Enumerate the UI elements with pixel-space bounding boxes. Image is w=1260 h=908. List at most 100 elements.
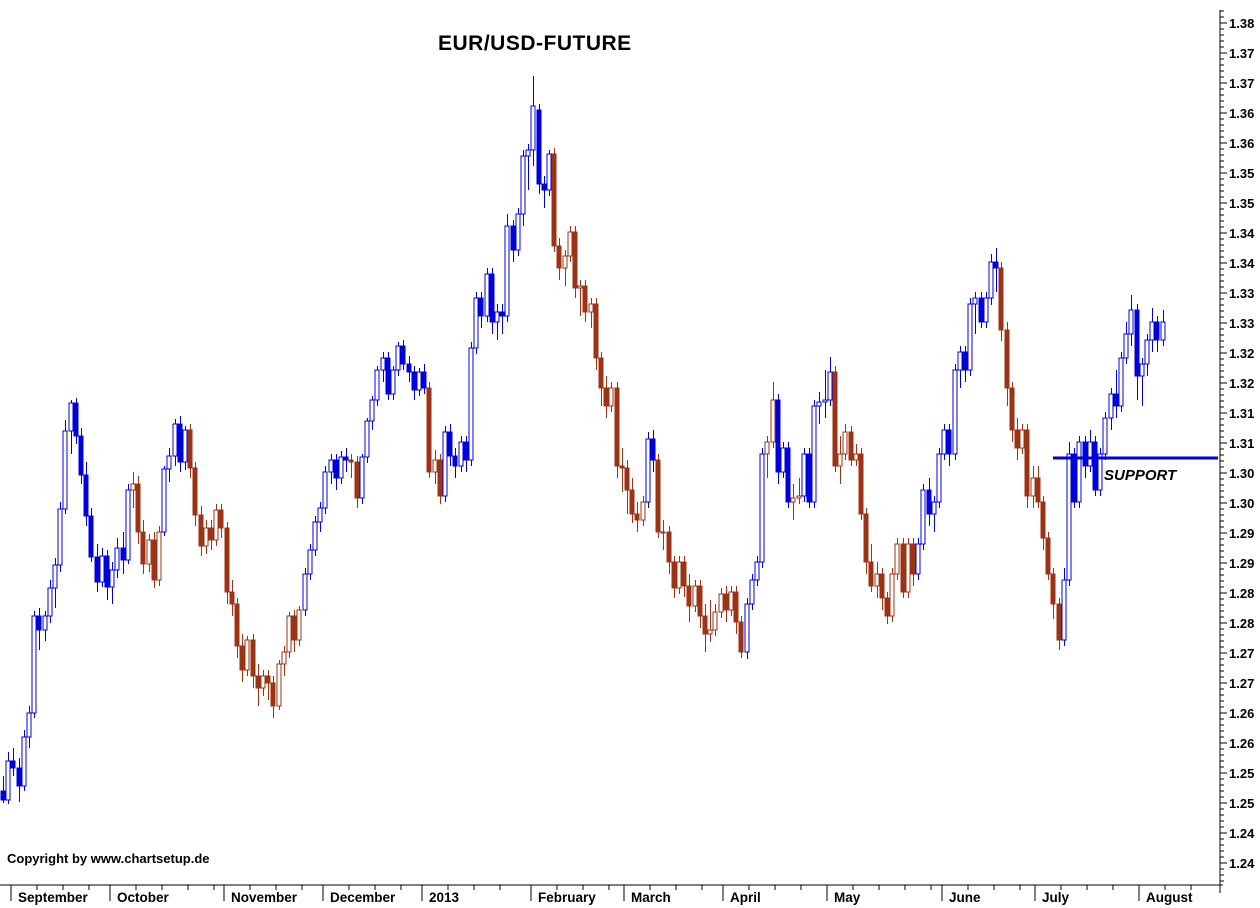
month-label: November — [231, 890, 298, 905]
candle-body — [1050, 573, 1056, 605]
candle-body — [738, 621, 744, 653]
candle-body — [369, 399, 375, 422]
candle-body — [468, 347, 474, 461]
candle-body — [655, 459, 661, 533]
candle-wick — [351, 454, 352, 478]
support-label: SUPPORT — [1104, 467, 1177, 484]
candle-body — [603, 387, 609, 407]
candle-body — [577, 285, 583, 289]
candle-body — [811, 405, 817, 503]
candle-body — [1108, 393, 1114, 419]
candle-body — [619, 465, 625, 469]
candle-body — [629, 489, 635, 515]
y-axis-label: 1.36 — [1229, 136, 1254, 151]
candle-body — [894, 543, 900, 575]
candle-body — [650, 438, 656, 461]
candle-body — [1154, 321, 1160, 341]
candle-body — [10, 760, 16, 769]
candle-body — [853, 453, 859, 461]
candle-body — [385, 357, 391, 395]
candle-body — [338, 456, 344, 479]
candle-body — [198, 514, 204, 547]
candle-body — [967, 303, 973, 371]
candle-body — [120, 547, 126, 561]
candle-body — [562, 255, 568, 269]
candle-body — [598, 357, 604, 389]
candle-body — [21, 736, 27, 787]
candle-body — [837, 453, 843, 467]
candle-body — [640, 501, 646, 521]
candle-body — [530, 105, 536, 151]
candle-body — [218, 509, 224, 529]
candle-body — [161, 468, 167, 533]
y-axis-label: 1.32 — [1229, 346, 1254, 361]
candle-wick — [819, 392, 820, 424]
candle-body — [83, 474, 89, 517]
candle-body — [1014, 429, 1020, 449]
candle-body — [697, 585, 703, 617]
y-axis-label: 1.38 — [1229, 16, 1254, 31]
y-axis-label: 1.26 — [1229, 736, 1254, 751]
candle-body — [234, 603, 240, 647]
y-axis-label: 1.28 — [1229, 586, 1254, 601]
month-label: August — [1146, 890, 1193, 905]
candle-body — [68, 402, 74, 432]
y-axis-label: 1.31 — [1229, 436, 1254, 451]
month-label: July — [1042, 890, 1070, 905]
candle-body — [686, 585, 692, 607]
candle-body — [484, 273, 490, 317]
candle-body — [437, 459, 443, 497]
candle-body — [478, 297, 484, 317]
candle-body — [447, 431, 453, 457]
candle-body — [582, 285, 588, 313]
candle-body — [702, 615, 708, 635]
y-axis-label: 1.37 — [1229, 46, 1254, 61]
candle-body — [941, 429, 947, 455]
candle-body — [5, 760, 11, 801]
candle-body — [832, 371, 838, 467]
candle-body — [286, 615, 292, 653]
candle-body — [790, 497, 796, 503]
candle-body — [239, 645, 245, 671]
candle-body — [744, 603, 750, 653]
candle-body — [546, 153, 552, 191]
candle-body — [364, 420, 370, 458]
candles — [0, 76, 1166, 804]
y-axis-label: 1.33 — [1229, 316, 1254, 331]
y-axis-label: 1.27 — [1229, 676, 1254, 691]
candle-body — [952, 369, 958, 455]
candle-body — [926, 489, 932, 515]
candle-body — [572, 231, 578, 289]
candle-body — [354, 461, 360, 499]
candle-wick — [591, 298, 592, 328]
candle-body — [816, 401, 822, 407]
candle-body — [759, 453, 765, 563]
candle-body — [910, 543, 916, 575]
candle-body — [114, 547, 120, 571]
candle-body — [187, 429, 193, 469]
candle-body — [203, 527, 209, 547]
candle-body — [166, 455, 172, 470]
candle-body — [374, 369, 380, 401]
candle-wick — [799, 478, 800, 504]
candle-body — [525, 149, 531, 157]
candle-body — [588, 303, 594, 313]
candle-body — [99, 555, 105, 583]
y-axis-label: 1.35 — [1229, 166, 1254, 181]
candle-body — [1092, 441, 1098, 491]
candle-body — [879, 573, 885, 599]
candle-wick — [3, 776, 4, 803]
y-axis-label: 1.29 — [1229, 556, 1254, 571]
candle-body — [426, 387, 432, 473]
candle-body — [972, 297, 978, 305]
candle-body — [1056, 603, 1062, 641]
candle-body — [988, 261, 994, 299]
candle-body — [380, 357, 386, 371]
candle-body — [135, 483, 141, 533]
candle-body — [42, 615, 48, 631]
candle-body — [192, 467, 198, 516]
candle-body — [806, 453, 812, 503]
candle-body — [296, 609, 302, 641]
candle-body — [863, 513, 869, 563]
candle-body — [276, 663, 282, 707]
